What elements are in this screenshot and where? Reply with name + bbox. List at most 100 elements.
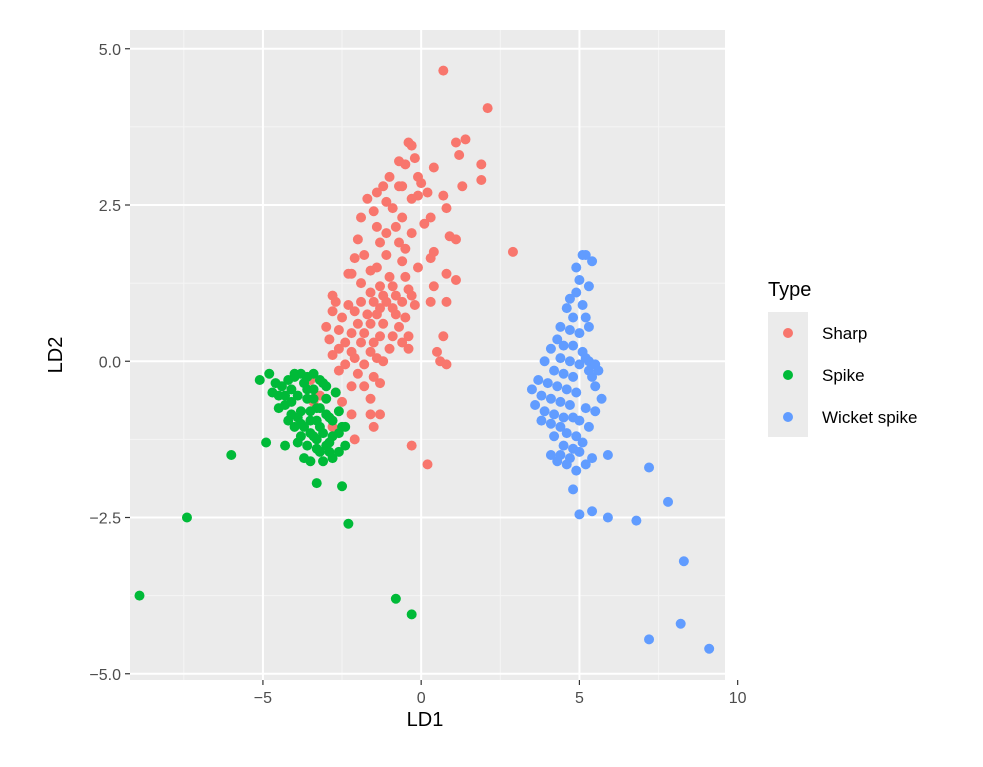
data-point [378,356,389,367]
series-spike [134,368,417,620]
data-point [327,415,338,426]
data-point [340,359,351,370]
data-point [365,393,376,404]
data-point [545,418,556,429]
data-point [352,368,363,379]
data-point [318,428,329,439]
data-point [390,309,401,320]
data-point [390,221,401,232]
data-point [368,206,379,217]
data-point [583,421,594,432]
data-point [375,281,386,292]
y-tick-label: 5.0 [99,42,121,59]
minor-gridlines [130,30,725,680]
legend: Type Sharp Spike Wicket spike [768,279,917,437]
data-point [416,178,427,189]
data-point [346,328,357,339]
data-point [352,234,363,245]
data-point [593,365,604,376]
x-tick-label: 5 [575,690,584,707]
data-point [577,300,588,310]
data-point [587,506,598,517]
data-point [590,406,601,417]
legend-label: Wicket spike [822,408,917,427]
data-point [555,353,566,364]
data-point [564,356,575,367]
data-point [356,296,367,307]
data-point [450,234,461,245]
data-point [283,375,294,385]
data-point [384,271,395,282]
data-point [305,456,316,467]
data-point [549,365,560,376]
data-point [397,181,408,192]
data-point [425,296,436,307]
data-point [333,365,344,376]
data-point [387,331,398,342]
data-point [324,334,335,345]
data-point [409,300,420,310]
data-point [362,309,373,320]
data-point [375,331,386,342]
data-point [314,403,325,414]
data-point [387,281,398,292]
data-point [450,275,461,285]
data-point [286,409,297,420]
data-point [539,406,550,417]
data-point [583,321,594,332]
data-point [536,415,547,426]
data-point [286,396,297,407]
y-tick-label: −2.5 [89,511,121,528]
data-point [333,343,344,354]
data-point [267,387,278,398]
data-point [549,409,560,420]
data-point [378,181,389,192]
data-point [428,162,439,173]
data-points [134,65,715,654]
data-point [276,381,287,392]
data-point [375,378,386,389]
plot-panel [130,30,725,680]
data-point [280,390,291,401]
data-point [333,325,344,335]
data-point [321,321,332,332]
data-point [343,518,354,529]
data-point [365,318,376,329]
data-point [397,337,408,348]
data-point [292,390,303,401]
data-point [580,312,591,323]
data-point [400,312,411,323]
data-point [337,396,348,407]
data-point [539,356,550,367]
data-point [574,359,585,370]
data-point [406,228,417,239]
data-point [419,218,430,229]
data-point [368,421,379,432]
data-point [368,296,379,307]
data-point [536,390,547,401]
data-point [568,340,579,351]
data-point [362,193,373,204]
data-point [381,250,392,260]
data-point [571,431,582,442]
data-point [438,65,449,76]
data-point [378,318,389,329]
data-point [476,159,487,170]
legend-item: Wicket spike [783,408,917,427]
data-point [365,346,376,357]
data-point [400,159,411,170]
data-point [564,325,575,335]
data-point [580,459,591,470]
data-point [333,446,344,457]
data-point [409,153,420,164]
data-point [343,300,354,310]
data-point [356,337,367,348]
data-point [311,434,322,445]
series-wicket-spike [526,250,715,654]
data-point [552,456,563,467]
data-point [371,187,382,198]
data-point [574,275,585,285]
data-point [549,431,560,442]
data-point [286,384,297,395]
data-point [337,312,348,323]
